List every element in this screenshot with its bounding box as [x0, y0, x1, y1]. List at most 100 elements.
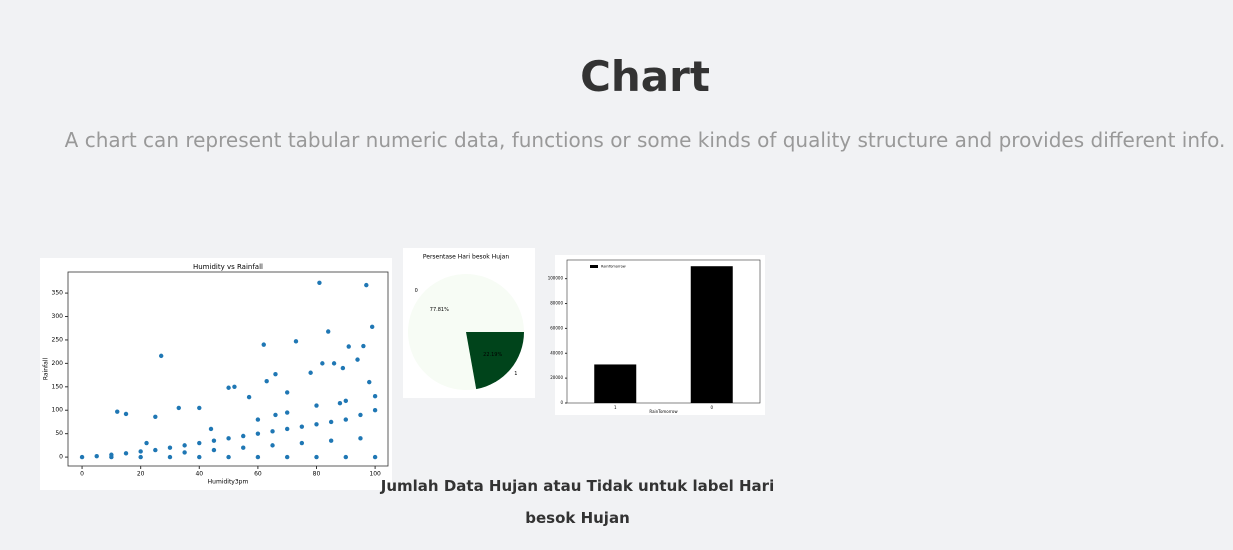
- y-tick-label: 40000: [550, 350, 563, 355]
- point: [255, 431, 261, 436]
- point: [261, 342, 266, 347]
- point: [331, 361, 337, 366]
- y-tick-label: 100000: [548, 276, 564, 281]
- x-tick-label: 1: [614, 405, 617, 410]
- chart-title: Persentase Hari besok Hujan: [423, 254, 510, 261]
- point: [264, 378, 269, 384]
- point: [314, 422, 319, 427]
- point: [182, 443, 187, 448]
- y-tick-label: 60000: [550, 325, 563, 330]
- point: [273, 371, 278, 377]
- chart-title: Humidity vs Rainfall: [193, 263, 263, 271]
- point: [197, 440, 202, 446]
- point: [153, 414, 158, 419]
- point: [255, 417, 261, 422]
- point: [273, 412, 278, 418]
- point: [232, 384, 237, 390]
- y-axis-label: Rainfall: [43, 358, 50, 381]
- point: [328, 419, 334, 425]
- axes-frame: [566, 259, 761, 404]
- point: [94, 453, 99, 459]
- y-tick-label: 20000: [550, 375, 563, 380]
- point: [343, 454, 349, 460]
- point: [226, 385, 231, 390]
- point: [293, 339, 299, 344]
- x-axis-label: Humidity3pm: [208, 479, 249, 486]
- chart-bg: [40, 258, 392, 490]
- point: [340, 365, 346, 371]
- caption: Jumlah Data Hujan atau Tidak untuk label…: [380, 477, 775, 527]
- point: [372, 454, 378, 460]
- point: [241, 445, 246, 450]
- axes-frame: [67, 271, 389, 467]
- point: [211, 447, 217, 453]
- point: [299, 440, 305, 446]
- point: [314, 403, 319, 408]
- point: [246, 394, 252, 400]
- point: [123, 411, 129, 417]
- point: [284, 426, 290, 432]
- chart-bg: [555, 255, 765, 415]
- y-tick-label: 300: [52, 313, 64, 320]
- point: [115, 409, 120, 414]
- point: [270, 443, 275, 448]
- point: [167, 445, 173, 450]
- point: [197, 405, 202, 411]
- pie-value-label: 22.19%: [483, 352, 502, 358]
- point: [197, 454, 202, 460]
- point: [176, 405, 181, 411]
- x-tick-label: 0: [710, 405, 713, 410]
- y-tick-label: 100: [52, 407, 64, 414]
- point: [372, 393, 378, 399]
- point: [144, 440, 149, 446]
- point: [367, 379, 372, 385]
- point: [355, 357, 360, 362]
- point: [208, 426, 214, 432]
- point: [226, 454, 231, 460]
- point: [284, 390, 290, 395]
- point: [153, 447, 158, 453]
- y-tick-label: 250: [52, 336, 64, 343]
- x-axis-label: RainTomorrow: [649, 409, 678, 414]
- point: [372, 408, 378, 413]
- y-tick-label: 50: [55, 430, 63, 437]
- point: [284, 410, 290, 415]
- point: [328, 438, 334, 443]
- point: [138, 449, 143, 454]
- bar: [690, 266, 733, 403]
- point: [317, 280, 322, 285]
- point: [255, 454, 261, 460]
- point: [226, 436, 231, 441]
- pie-value-label: 77.81%: [430, 307, 449, 313]
- point: [167, 454, 173, 460]
- point: [109, 454, 114, 460]
- pie-label: 0: [415, 288, 418, 294]
- point: [326, 329, 331, 334]
- point: [361, 343, 366, 349]
- y-tick-label: 200: [52, 360, 64, 367]
- point: [79, 454, 85, 460]
- x-tick-label: 80: [313, 471, 321, 478]
- x-tick-label: 100: [369, 471, 381, 478]
- point: [337, 401, 343, 406]
- point: [158, 353, 164, 359]
- y-tick-label: 350: [52, 290, 64, 297]
- x-tick-label: 0: [80, 471, 84, 478]
- legend-label: RainTomorrow: [601, 265, 626, 269]
- x-tick-label: 60: [254, 471, 262, 478]
- point: [241, 433, 246, 439]
- point: [299, 424, 305, 429]
- point: [314, 454, 319, 460]
- point: [138, 454, 143, 460]
- y-tick-label: 80000: [550, 301, 563, 306]
- point: [369, 324, 375, 330]
- legend-swatch: [590, 265, 598, 268]
- point: [320, 361, 325, 366]
- y-tick-label: 0: [59, 454, 63, 461]
- point: [343, 417, 349, 422]
- point: [123, 451, 129, 456]
- point: [308, 370, 313, 375]
- y-tick-label: 0: [560, 400, 563, 405]
